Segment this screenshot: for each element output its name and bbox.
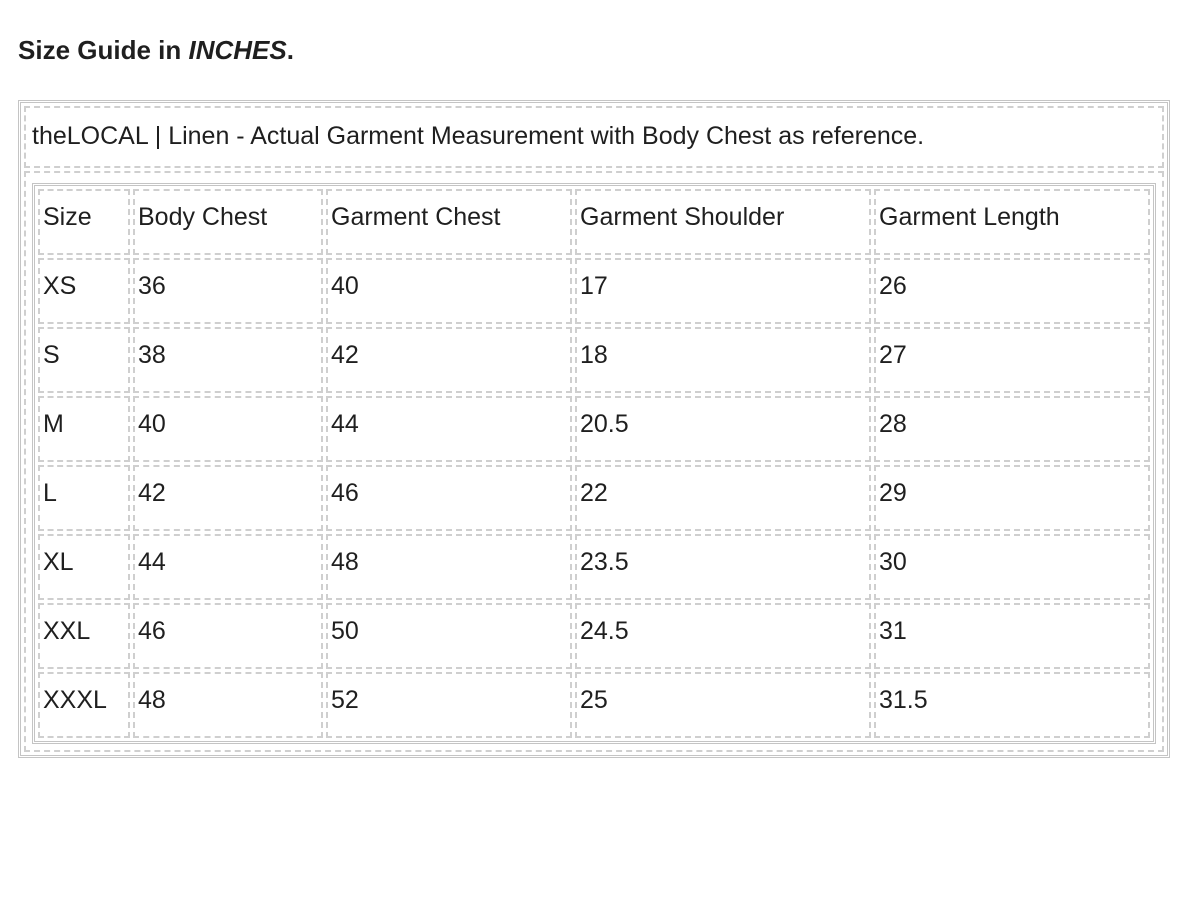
table-cell: M: [38, 396, 130, 462]
table-cell: 46: [133, 603, 323, 669]
table-cell: 27: [874, 327, 1150, 393]
table-cell: 20.5: [575, 396, 871, 462]
table-cell: 31.5: [874, 672, 1150, 738]
table-cell: 17: [575, 258, 871, 324]
table-cell: 52: [326, 672, 572, 738]
table-cell: 44: [133, 534, 323, 600]
column-header: Garment Chest: [326, 189, 572, 255]
table-cell: 48: [326, 534, 572, 600]
table-row: M 40 44 20.5 28: [38, 396, 1150, 462]
column-header: Garment Length: [874, 189, 1150, 255]
table-cell: 23.5: [575, 534, 871, 600]
table-cell: 40: [133, 396, 323, 462]
table-cell: 36: [133, 258, 323, 324]
table-header-row: Size Body Chest Garment Chest Garment Shoul…: [38, 189, 1150, 255]
table-cell: 50: [326, 603, 572, 669]
table-cell: XXL: [38, 603, 130, 669]
column-header: Garment Shoulder: [575, 189, 871, 255]
table-cell: 31: [874, 603, 1150, 669]
table-cell: 42: [133, 465, 323, 531]
table-cell: 40: [326, 258, 572, 324]
table-cell: 46: [326, 465, 572, 531]
title-suffix: .: [286, 35, 294, 65]
table-row: XXXL 48 52 25 31.5: [38, 672, 1150, 738]
size-table: Size Body Chest Garment Chest Garment Shoul…: [32, 183, 1156, 744]
column-header: Size: [38, 189, 130, 255]
table-cell: 29: [874, 465, 1150, 531]
table-row: XXL 46 50 24.5 31: [38, 603, 1150, 669]
table-cell: L: [38, 465, 130, 531]
inner-table-cell: Size Body Chest Garment Chest Garment Shoul…: [24, 171, 1164, 752]
table-row-container: Size Body Chest Garment Chest Garment Shoul…: [24, 171, 1164, 752]
title-prefix: Size Guide in: [18, 35, 189, 65]
table-cell: 44: [326, 396, 572, 462]
table-cell: 24.5: [575, 603, 871, 669]
table-cell: XL: [38, 534, 130, 600]
caption-row: theLOCAL | Linen - Actual Garment Measur…: [24, 106, 1164, 168]
table-row: S 38 42 18 27: [38, 327, 1150, 393]
table-cell: 22: [575, 465, 871, 531]
column-header: Body Chest: [133, 189, 323, 255]
title-unit: INCHES: [188, 35, 287, 65]
table-cell: 28: [874, 396, 1150, 462]
table-cell: XS: [38, 258, 130, 324]
page-title: Size Guide in INCHES.: [18, 34, 294, 66]
table-cell: 48: [133, 672, 323, 738]
size-guide-container: theLOCAL | Linen - Actual Garment Measur…: [18, 100, 1170, 758]
table-cell: 18: [575, 327, 871, 393]
caption-cell: theLOCAL | Linen - Actual Garment Measur…: [24, 106, 1164, 168]
table-caption: theLOCAL | Linen - Actual Garment Measur…: [32, 122, 925, 150]
table-row: XL 44 48 23.5 30: [38, 534, 1150, 600]
table-row: XS 36 40 17 26: [38, 258, 1150, 324]
table-cell: 26: [874, 258, 1150, 324]
table-cell: 25: [575, 672, 871, 738]
table-cell: XXXL: [38, 672, 130, 738]
table-cell: 42: [326, 327, 572, 393]
table-row: L 42 46 22 29: [38, 465, 1150, 531]
table-cell: 38: [133, 327, 323, 393]
table-cell: S: [38, 327, 130, 393]
table-cell: 30: [874, 534, 1150, 600]
